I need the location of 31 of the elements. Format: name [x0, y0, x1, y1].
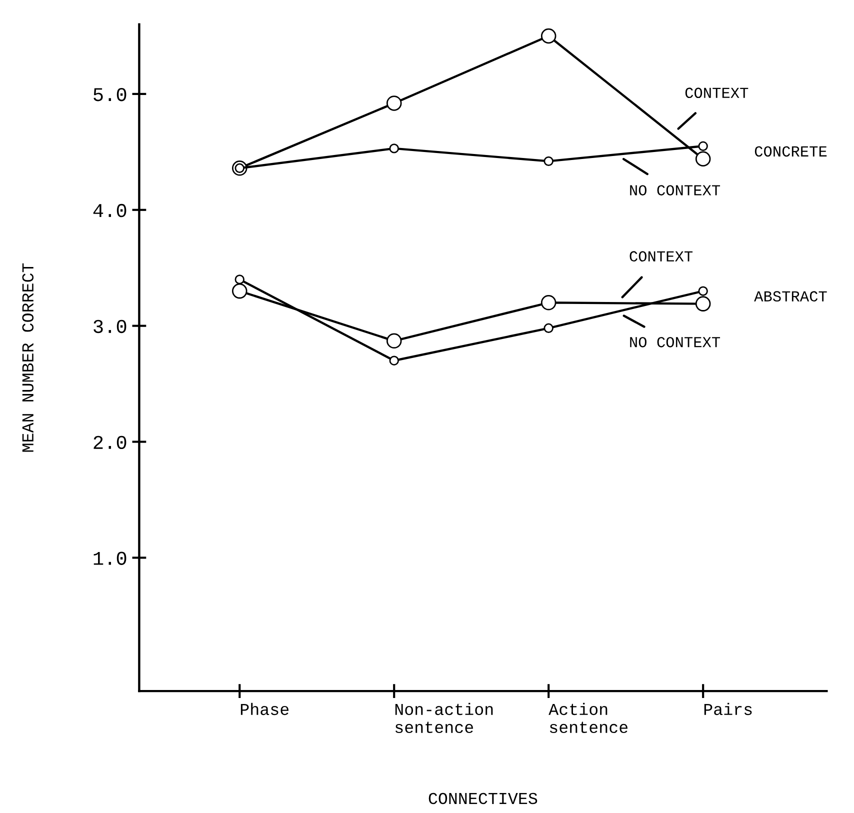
- legend-label: NO CONTEXT: [630, 185, 720, 196]
- legend-label: NO CONTEXT: [630, 336, 720, 348]
- x-tick-label: Non-action sentence: [395, 702, 493, 734]
- point: [386, 96, 402, 111]
- annotation: CONCRETE: [754, 146, 827, 157]
- x-tick-label: Phase: [240, 702, 289, 716]
- point: [389, 144, 399, 154]
- y-tick-label: 1.0: [94, 552, 126, 565]
- y-tick-label: 4.0: [93, 204, 126, 218]
- point: [544, 323, 554, 334]
- x-axis-title: CONNECTIVES: [428, 792, 538, 804]
- point: [234, 274, 244, 284]
- x-tick-label: Action sentence: [548, 702, 628, 734]
- y-tick-label: 3.0: [94, 320, 126, 334]
- text: CONTEXT: [685, 88, 748, 98]
- annotation: ABSTRACT: [754, 291, 827, 302]
- point: [540, 28, 556, 44]
- y-tick-label: 5.0: [94, 88, 126, 102]
- point: [540, 295, 556, 310]
- point: [698, 286, 708, 296]
- point: [544, 156, 554, 166]
- y-tick-label: 2.0: [94, 436, 126, 450]
- point: [386, 333, 402, 349]
- text: CONTEXT: [630, 251, 693, 262]
- x-tick-label: Pairs: [704, 702, 752, 716]
- point: [232, 283, 248, 299]
- point: [695, 151, 711, 167]
- point: [695, 296, 711, 312]
- point: [389, 356, 399, 366]
- point: [698, 141, 708, 151]
- y-axis-title: MEAN NUMBER CORRECT: [22, 263, 34, 452]
